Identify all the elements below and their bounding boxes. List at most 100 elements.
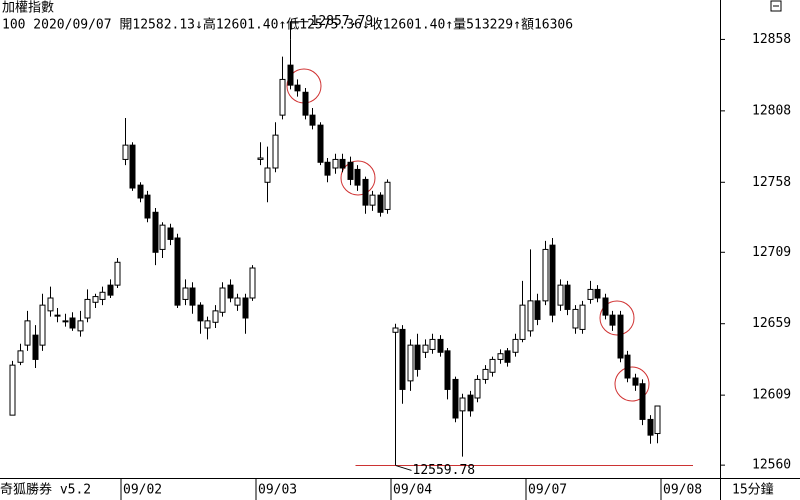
candle-body	[234, 297, 241, 306]
candle-body	[69, 317, 76, 329]
candle-body	[362, 178, 369, 206]
candle-body	[564, 284, 571, 310]
candle-body	[549, 244, 556, 316]
candle-body	[189, 287, 196, 306]
candle-body	[459, 397, 466, 412]
candle-body	[504, 350, 511, 363]
candle-body	[429, 338, 436, 350]
candle-body	[579, 304, 586, 330]
candle-body	[242, 297, 249, 319]
candle-body	[587, 288, 594, 300]
candle-body	[474, 378, 481, 399]
y-tick-label: 12659	[752, 316, 791, 331]
candle-body	[572, 308, 579, 329]
y-tick-label: 12560	[752, 458, 791, 473]
candle-body	[152, 211, 159, 253]
x-tick-label: 09/07	[528, 483, 567, 498]
candle-body	[384, 181, 391, 210]
candle-body	[17, 350, 24, 363]
candle-body	[264, 167, 271, 183]
candle-body	[212, 310, 219, 323]
candle-body	[444, 350, 451, 390]
candle-body	[602, 297, 609, 316]
max-label: 12857.79	[311, 14, 374, 29]
candle-body	[489, 358, 496, 373]
quote-info: 100 2020/09/07 開12582.13↓高12601.40↑低1257…	[2, 17, 573, 33]
candle-body	[534, 300, 541, 320]
candle-body	[399, 328, 406, 390]
candle-body	[452, 378, 459, 419]
candle-body	[99, 291, 106, 300]
candle-body	[332, 158, 339, 169]
candle-body	[249, 267, 256, 299]
candle-body	[339, 158, 346, 169]
candle-body	[594, 288, 601, 299]
candle-body	[617, 314, 624, 359]
candle-body	[624, 354, 631, 379]
candle-body	[527, 300, 534, 332]
candle-body	[392, 327, 399, 333]
candle-body	[54, 314, 61, 317]
candle-body	[309, 114, 316, 126]
candle-body	[497, 353, 504, 360]
candle-body	[414, 344, 421, 370]
chart-title: 加權指數	[2, 1, 54, 16]
highlight-circle	[614, 366, 650, 402]
candle-body	[347, 161, 354, 180]
candle-body	[632, 377, 639, 386]
candle-body	[62, 320, 69, 323]
candle-body	[512, 338, 519, 353]
y-tick-label: 12758	[752, 175, 791, 190]
candle-body	[639, 383, 646, 420]
candle-body	[294, 84, 301, 92]
candle-body	[557, 284, 564, 306]
candle-body	[84, 298, 91, 319]
x-tick-label: 09/02	[123, 483, 162, 498]
candle-body	[354, 168, 361, 186]
candle-body	[107, 284, 114, 296]
candle-body	[227, 284, 234, 299]
candle-body	[377, 194, 384, 213]
candle-body	[317, 124, 324, 163]
candle-body	[47, 297, 54, 312]
candle-body	[167, 227, 174, 240]
candle-body	[324, 161, 331, 176]
candle-body	[219, 287, 226, 313]
candle-body	[182, 287, 189, 300]
candle-body	[272, 134, 279, 169]
candle-body	[519, 304, 526, 340]
y-tick-label: 12609	[752, 388, 791, 403]
candle-body	[302, 91, 309, 116]
x-tick-label: 09/08	[663, 483, 702, 498]
candle-body	[174, 237, 181, 306]
candle-body	[197, 304, 204, 322]
candle-body	[39, 304, 46, 346]
period-label: 15分鐘	[732, 482, 774, 498]
info-mask	[720, 14, 800, 24]
candle-body	[159, 224, 166, 250]
candle-body	[467, 394, 474, 412]
highlight-circle	[599, 300, 635, 336]
footer-label: 奇狐勝券 v5.2	[0, 482, 91, 498]
candle-body	[257, 157, 264, 160]
candle-body	[654, 405, 661, 435]
candle-body	[437, 338, 444, 353]
x-tick-label: 09/04	[393, 483, 432, 498]
candle-body	[129, 144, 136, 189]
candle-body	[542, 248, 549, 302]
candle-body	[279, 78, 286, 116]
highlight-circle	[340, 160, 376, 196]
y-tick-label: 12858	[752, 32, 791, 47]
candle-body	[114, 261, 121, 286]
candle-body	[77, 320, 84, 332]
candle-body	[609, 314, 616, 326]
y-tick-label: 12709	[752, 245, 791, 260]
candle-body	[407, 344, 414, 382]
candle-body	[204, 320, 211, 329]
candle-body	[422, 344, 429, 353]
candle-body	[122, 144, 129, 160]
max-leader	[290, 21, 309, 40]
x-tick-label: 09/03	[258, 483, 297, 498]
